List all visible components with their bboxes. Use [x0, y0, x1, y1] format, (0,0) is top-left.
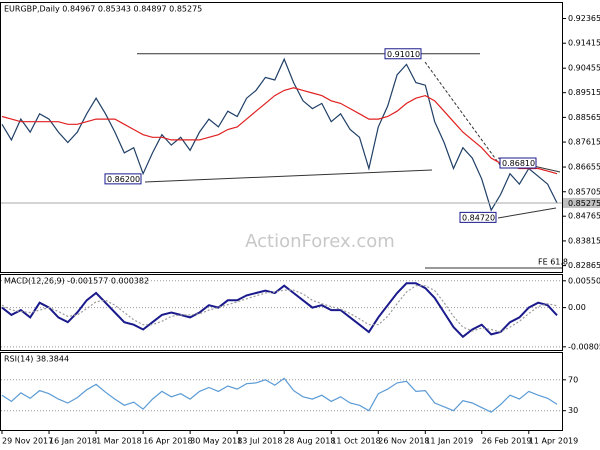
- x-tick-label: 26 Nov 2018: [378, 437, 429, 446]
- rsi-pane: [0, 352, 563, 431]
- y-tick-label: 0.005504: [568, 276, 600, 285]
- support-trendline: [144, 169, 433, 183]
- rsi-title: RSI(14) 38.3844: [4, 355, 69, 364]
- series-line: [1, 282, 558, 339]
- level-box: [499, 157, 537, 169]
- y-tick-label: 0.00: [568, 303, 586, 312]
- y-tick-label: -0.00805: [568, 342, 600, 351]
- level-box: [104, 173, 142, 185]
- level-label: 0.86810: [502, 159, 535, 168]
- signal-line: [1, 285, 558, 333]
- x-tick-label: 28 Aug 2018: [284, 437, 335, 446]
- watermark: ActionForex.com: [245, 231, 395, 252]
- level-label: 0.86200: [107, 175, 140, 184]
- macd-pane: [0, 274, 563, 351]
- chart-title: EURGBP,Daily 0.84967 0.85343 0.84897 0.8…: [4, 5, 202, 14]
- y-tick-label: 30: [568, 406, 578, 415]
- y-tick-label: 0.90455: [568, 64, 600, 73]
- series-line: [1, 87, 558, 175]
- fe-label: FE 61.8: [538, 258, 568, 267]
- y-tick-label: 0.92365: [568, 14, 600, 23]
- y-tick-label: 0.88565: [568, 113, 600, 122]
- level-box: [459, 211, 497, 223]
- x-tick-label: 13 Jul 2018: [237, 437, 282, 446]
- price-pane: [0, 2, 563, 273]
- x-tick-label: 11 Jan 2019: [425, 437, 473, 446]
- y-tick-label: 0.85705: [568, 187, 600, 196]
- x-tick-label: 16 Apr 2018: [143, 437, 192, 446]
- projection-line: [424, 61, 501, 166]
- level-label: 0.84720: [462, 213, 495, 222]
- current-price-box: [563, 197, 600, 208]
- y-tick-label: 0.83815: [568, 236, 600, 245]
- y-tick-label: 0.86655: [568, 163, 600, 172]
- y-tick-label: 0.87615: [568, 138, 600, 147]
- y-tick-label: 0.84765: [568, 212, 600, 221]
- x-tick-label: 30 May 2018: [190, 437, 242, 446]
- y-tick-label: 0.82865: [568, 261, 600, 270]
- y-tick-label: 0.89515: [568, 88, 600, 97]
- x-tick-label: 26 Feb 2019: [482, 437, 532, 446]
- x-tick-label: 11 Oct 2018: [331, 437, 380, 446]
- current-price-label: 0.85275: [568, 199, 600, 208]
- y-tick-label: 70: [568, 375, 578, 384]
- x-tick-label: 1 Mar 2018: [96, 437, 142, 446]
- x-tick-label: 16 Jan 2018: [49, 437, 97, 446]
- y-tick-label: 0.91415: [568, 39, 600, 48]
- x-tick-label: 29 Nov 2017: [2, 437, 53, 446]
- level-label: 0.91010: [387, 50, 420, 59]
- x-tick-label: 11 Apr 2019: [529, 437, 578, 446]
- triangle-lower: [497, 207, 557, 219]
- level-box: [384, 48, 422, 60]
- series-line: [1, 57, 558, 212]
- series-line: [1, 377, 558, 413]
